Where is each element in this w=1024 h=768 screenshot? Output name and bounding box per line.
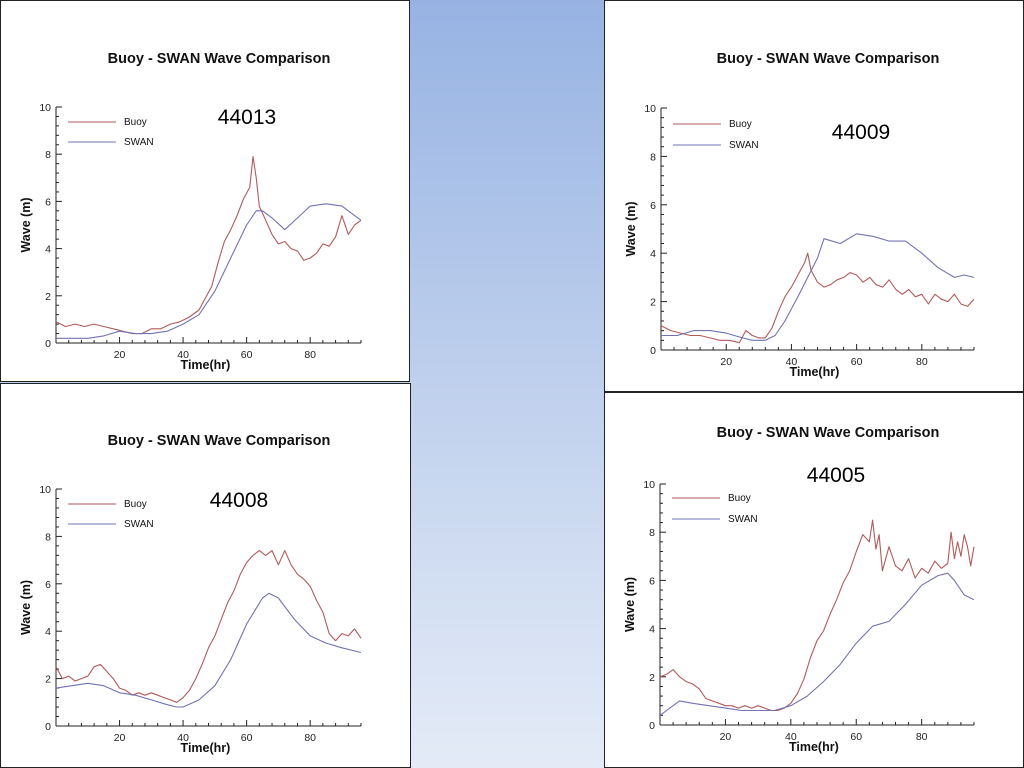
y-tick-label: 4 — [45, 244, 51, 256]
y-tick-label: 4 — [649, 624, 655, 636]
chart-44005: Buoy - SWAN Wave Comparison 0 2 4 6 8 10 20 40 60… — [623, 425, 975, 754]
y-tick-label: 10 — [39, 102, 51, 114]
y-tick-label: 8 — [650, 151, 656, 163]
y-tick-label: 4 — [650, 248, 656, 260]
chart-44009: Buoy - SWAN Wave Comparison 0 2 4 6 8 10 20 40 60… — [624, 51, 975, 379]
y-axis-label: Wave (m) — [623, 577, 637, 632]
series-line-swan — [56, 203, 362, 339]
series-line-buoy — [660, 252, 975, 344]
y-tick-label: 6 — [45, 196, 51, 208]
x-tick-label: 20 — [114, 732, 126, 744]
x-tick-label: 60 — [241, 349, 253, 361]
y-tick-label: 0 — [45, 721, 51, 733]
chart-panel-44008: Buoy - SWAN Wave Comparison 0 2 4 6 8 10 20 40 60… — [0, 383, 411, 768]
x-tick-label: 20 — [720, 356, 732, 368]
series-line-swan — [55, 592, 362, 708]
station-id-label: 44009 — [832, 121, 890, 144]
legend-label-buoy: Buoy — [728, 493, 751, 504]
y-tick-label: 2 — [45, 291, 51, 303]
y-tick-label: 10 — [644, 103, 656, 115]
x-axis-label: Time(hr) — [181, 741, 231, 755]
x-axis-label: Time(hr) — [789, 740, 839, 754]
x-tick-label: 80 — [304, 732, 316, 744]
y-tick-label: 0 — [650, 345, 656, 357]
x-tick-label: 60 — [851, 356, 863, 368]
y-axis-label: Wave (m) — [19, 580, 33, 635]
legend-label-swan: SWAN — [124, 137, 154, 148]
chart-title: Buoy - SWAN Wave Comparison — [717, 51, 940, 67]
chart-panel-44009: Buoy - SWAN Wave Comparison 0 2 4 6 8 10 20 40 60… — [604, 0, 1024, 392]
x-tick-label: 40 — [177, 349, 189, 361]
legend-label-swan: SWAN — [729, 140, 759, 151]
x-tick-label: 20 — [114, 349, 126, 361]
series-line-buoy — [55, 156, 362, 335]
x-tick-label: 40 — [177, 732, 189, 744]
y-tick-label: 2 — [45, 674, 51, 686]
legend-label-buoy: Buoy — [729, 119, 752, 130]
y-tick-label: 4 — [45, 626, 51, 638]
x-tick-label: 60 — [241, 732, 253, 744]
y-tick-label: 0 — [45, 338, 51, 350]
y-tick-label: 10 — [643, 479, 655, 491]
chart-panel-44013: Buoy - SWAN Wave Comparison 0 2 4 6 8 10 20 40 60… — [0, 0, 410, 382]
x-tick-label: 80 — [304, 349, 316, 361]
x-axis-label: Time(hr) — [789, 365, 839, 379]
legend-label-buoy: Buoy — [124, 499, 147, 510]
series-line-swan — [659, 572, 975, 716]
station-id-label: 44008 — [210, 489, 268, 512]
y-tick-label: 8 — [45, 531, 51, 543]
y-tick-label: 10 — [39, 484, 51, 496]
series-line-buoy — [659, 519, 975, 712]
y-tick-label: 8 — [45, 149, 51, 161]
y-tick-label: 6 — [649, 575, 655, 587]
chart-44008: Buoy - SWAN Wave Comparison 0 2 4 6 8 10 20 40 60… — [19, 433, 362, 755]
station-id-label: 44005 — [807, 464, 865, 487]
station-id-label: 44013 — [218, 106, 276, 129]
y-tick-label: 6 — [650, 200, 656, 212]
chart-title: Buoy - SWAN Wave Comparison — [717, 425, 940, 441]
chart-title: Buoy - SWAN Wave Comparison — [108, 51, 331, 67]
y-axis-label: Wave (m) — [624, 201, 638, 256]
x-tick-label: 60 — [850, 731, 862, 743]
chart-panel-44005: Buoy - SWAN Wave Comparison 0 2 4 6 8 10 20 40 60… — [604, 392, 1024, 768]
y-tick-label: 2 — [650, 297, 656, 309]
x-tick-label: 40 — [785, 731, 797, 743]
y-tick-label: 0 — [649, 720, 655, 732]
x-tick-label: 20 — [720, 731, 732, 743]
x-axis-label: Time(hr) — [181, 358, 231, 372]
x-tick-label: 80 — [916, 731, 928, 743]
legend-label-buoy: Buoy — [124, 117, 147, 128]
y-tick-label: 6 — [45, 579, 51, 591]
series-line-swan — [661, 233, 975, 341]
legend-label-swan: SWAN — [124, 519, 154, 530]
series-line-buoy — [55, 550, 362, 703]
x-tick-label: 80 — [916, 356, 928, 368]
chart-title: Buoy - SWAN Wave Comparison — [108, 433, 331, 449]
y-tick-label: 2 — [649, 672, 655, 684]
y-axis-label: Wave (m) — [19, 197, 33, 252]
chart-44013: Buoy - SWAN Wave Comparison 0 2 4 6 8 10 20 40 60… — [19, 51, 362, 372]
x-tick-label: 40 — [786, 356, 798, 368]
legend-label-swan: SWAN — [728, 514, 758, 525]
y-tick-label: 8 — [649, 527, 655, 539]
